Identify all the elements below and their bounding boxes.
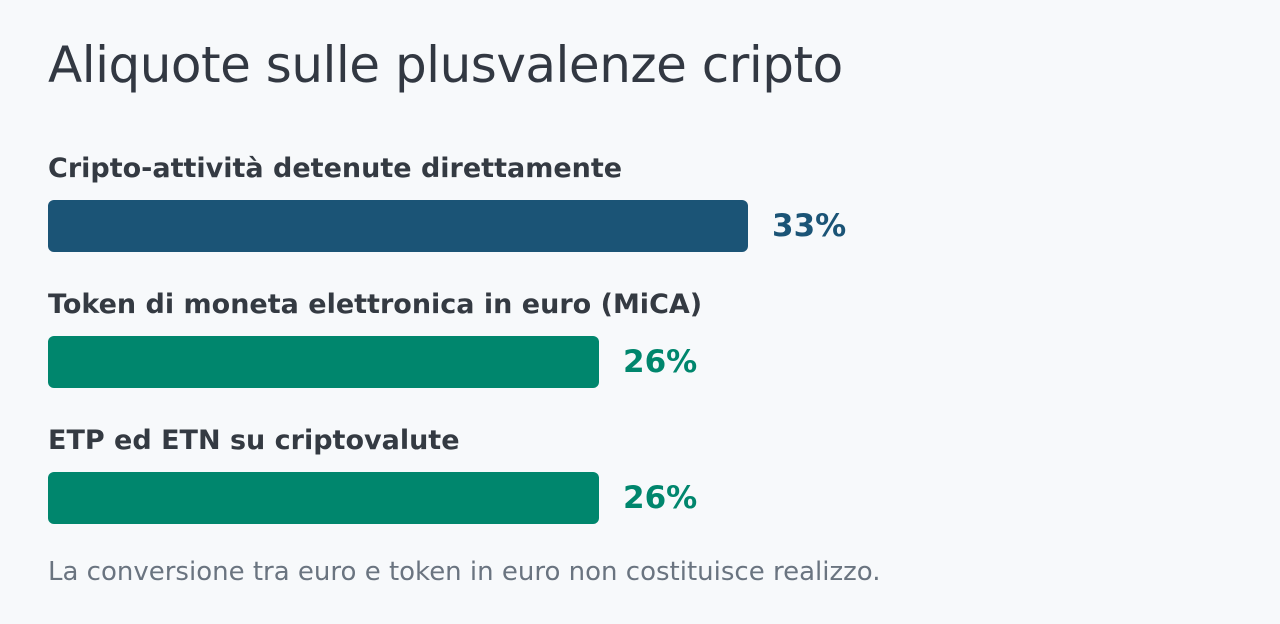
bar-category-label: Cripto-attività detenute direttamente <box>48 153 623 184</box>
bar-chart: Cripto-attività detenute direttamente 33%… <box>48 148 1232 556</box>
bar-row: Cripto-attività detenute direttamente 33% <box>48 148 1232 284</box>
bar-category-label: ETP ed ETN su criptovalute <box>48 425 460 456</box>
bar <box>48 336 599 388</box>
bar <box>48 472 599 524</box>
bar-row: Token di moneta elettronica in euro (MiC… <box>48 284 1232 420</box>
bar <box>48 200 748 252</box>
chart-footnote: La conversione tra euro e token in euro … <box>48 557 881 587</box>
chart-title: Aliquote sulle plusvalenze cripto <box>48 36 843 94</box>
bar-row: ETP ed ETN su criptovalute 26% <box>48 420 1232 556</box>
bar-value-label: 26% <box>623 344 698 380</box>
bar-value-label: 33% <box>772 208 847 244</box>
bar-category-label: Token di moneta elettronica in euro (MiC… <box>48 289 703 320</box>
bar-value-label: 26% <box>623 480 698 516</box>
